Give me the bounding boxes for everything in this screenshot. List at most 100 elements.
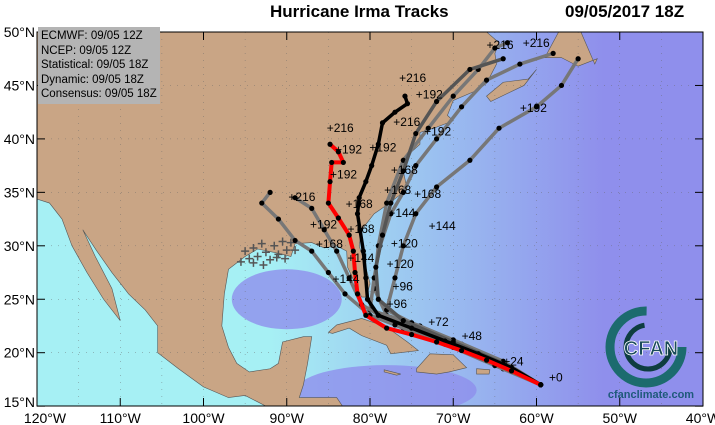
forecast-hour-label: +192 <box>520 101 547 115</box>
forecast-hour-label: +168 <box>384 183 411 197</box>
track-point <box>384 325 390 331</box>
newfoundland-landmass <box>544 32 598 67</box>
track-point <box>379 120 386 126</box>
lat-tick-label: 45°N <box>4 77 35 93</box>
ensemble-point <box>272 253 281 262</box>
forecast-hour-label: +192 <box>330 167 357 181</box>
forecast-hour-label: +96 <box>387 297 408 311</box>
track-point <box>409 331 415 338</box>
forecast-datetime: 09/05/2017 18Z <box>565 2 685 21</box>
legend-item-ncep: NCEP: 09/05 12Z <box>41 44 132 57</box>
forecast-hour-label: +144 <box>429 219 456 233</box>
jamaica-landmass <box>383 369 401 376</box>
forecast-hour-label: +192 <box>416 87 443 101</box>
track-point <box>467 157 473 163</box>
map-title: Hurricane Irma Tracks <box>270 2 449 21</box>
track-point <box>392 109 398 115</box>
track-point <box>400 243 406 249</box>
forecast-track <box>354 93 544 388</box>
track-point <box>508 368 515 374</box>
forecast-hour-label: +168 <box>348 222 375 236</box>
track-point <box>259 200 265 206</box>
track-point <box>292 195 298 201</box>
ensemble-point <box>249 243 258 252</box>
track-labels: +0 +24 +48 +72 +96 +96 +120 +120 +144 +144 +144 +14… <box>288 36 563 384</box>
track-point <box>375 312 381 318</box>
track-point <box>388 200 394 206</box>
ensemble-point <box>291 246 300 255</box>
track-point <box>375 141 381 147</box>
forecast-hour-label: +192 <box>424 125 451 139</box>
track-point <box>400 168 406 174</box>
track-point <box>517 61 523 67</box>
forecast-hour-label: +216 <box>327 121 354 135</box>
track-point <box>357 227 363 233</box>
lon-tick-label: 100°W <box>182 410 225 425</box>
puerto-rico-landmass <box>476 368 491 375</box>
track-point <box>400 189 406 195</box>
legend-item-ecmwf: ECMWF: 09/05 12Z <box>41 30 143 42</box>
forecast-hour-label: +216 <box>487 38 514 52</box>
track-point <box>363 275 369 281</box>
ensemble-point <box>241 247 250 256</box>
track-point <box>558 82 565 89</box>
track-point <box>309 248 315 254</box>
track-point <box>458 347 465 354</box>
track-point <box>404 101 411 107</box>
track-point <box>467 66 473 73</box>
track-point <box>442 338 448 344</box>
ensemble-point <box>278 237 287 246</box>
lon-tick-label: 60°W <box>519 410 554 425</box>
ensemble-point <box>245 254 254 263</box>
legend-item-dynamic: Dynamic: 09/05 18Z <box>41 73 144 86</box>
ensemble-point <box>281 254 290 263</box>
ensemble-point <box>236 257 245 266</box>
track-point <box>450 93 456 99</box>
lat-tick-label: 30°N <box>4 238 35 254</box>
forecast-hour-label: +72 <box>428 315 449 329</box>
forecast-hour-label: +168 <box>346 197 373 211</box>
track-point <box>425 125 431 131</box>
track-point <box>327 141 333 147</box>
lon-tick-label: 80°W <box>353 410 388 425</box>
lat-tick-label: 40°N <box>4 131 35 147</box>
track-point <box>400 318 406 324</box>
forecast-hour-label: +168 <box>391 163 418 177</box>
track-point <box>413 211 419 217</box>
track-point <box>434 184 440 190</box>
track-point <box>342 291 348 297</box>
track-point <box>504 40 510 46</box>
forecast-hour-label: +192 <box>369 140 396 154</box>
track-point <box>321 227 327 233</box>
cfan-url: cfanclimate.com <box>607 389 695 401</box>
track-point <box>363 179 369 185</box>
lon-tick-label: 90°W <box>270 410 305 425</box>
track-point <box>384 200 390 206</box>
forecast-hour-label: +0 <box>549 371 563 385</box>
track-point <box>483 357 490 363</box>
track-point <box>483 77 490 83</box>
track-point <box>392 275 398 281</box>
nova-scotia-landmass <box>486 69 537 102</box>
track-point <box>375 296 381 302</box>
track-point <box>352 269 358 276</box>
track-point <box>496 125 502 131</box>
track-point <box>335 149 341 155</box>
track-point <box>500 56 506 62</box>
forecast-hour-label: +48 <box>462 329 483 343</box>
track-line <box>384 57 580 387</box>
track-point <box>340 159 346 166</box>
track-point <box>364 296 371 302</box>
forecast-hour-label: +24 <box>503 355 524 369</box>
track-point <box>409 325 415 331</box>
lat-tick-label: 25°N <box>4 291 35 307</box>
axis-ticks: 120°W 110°W 100°W 90°W 80°W 70°W 60°W 50°W 40°W 5… <box>4 24 715 425</box>
ensemble-point <box>257 239 266 248</box>
ensemble-point <box>249 258 258 267</box>
forecast-hour-label: +192 <box>335 143 362 157</box>
track-point <box>458 104 465 110</box>
svg-text:CFAN: CFAN <box>624 338 678 360</box>
track-point <box>356 195 362 201</box>
track-layer <box>259 40 581 388</box>
cfan-logo: CFAN <box>596 305 706 395</box>
